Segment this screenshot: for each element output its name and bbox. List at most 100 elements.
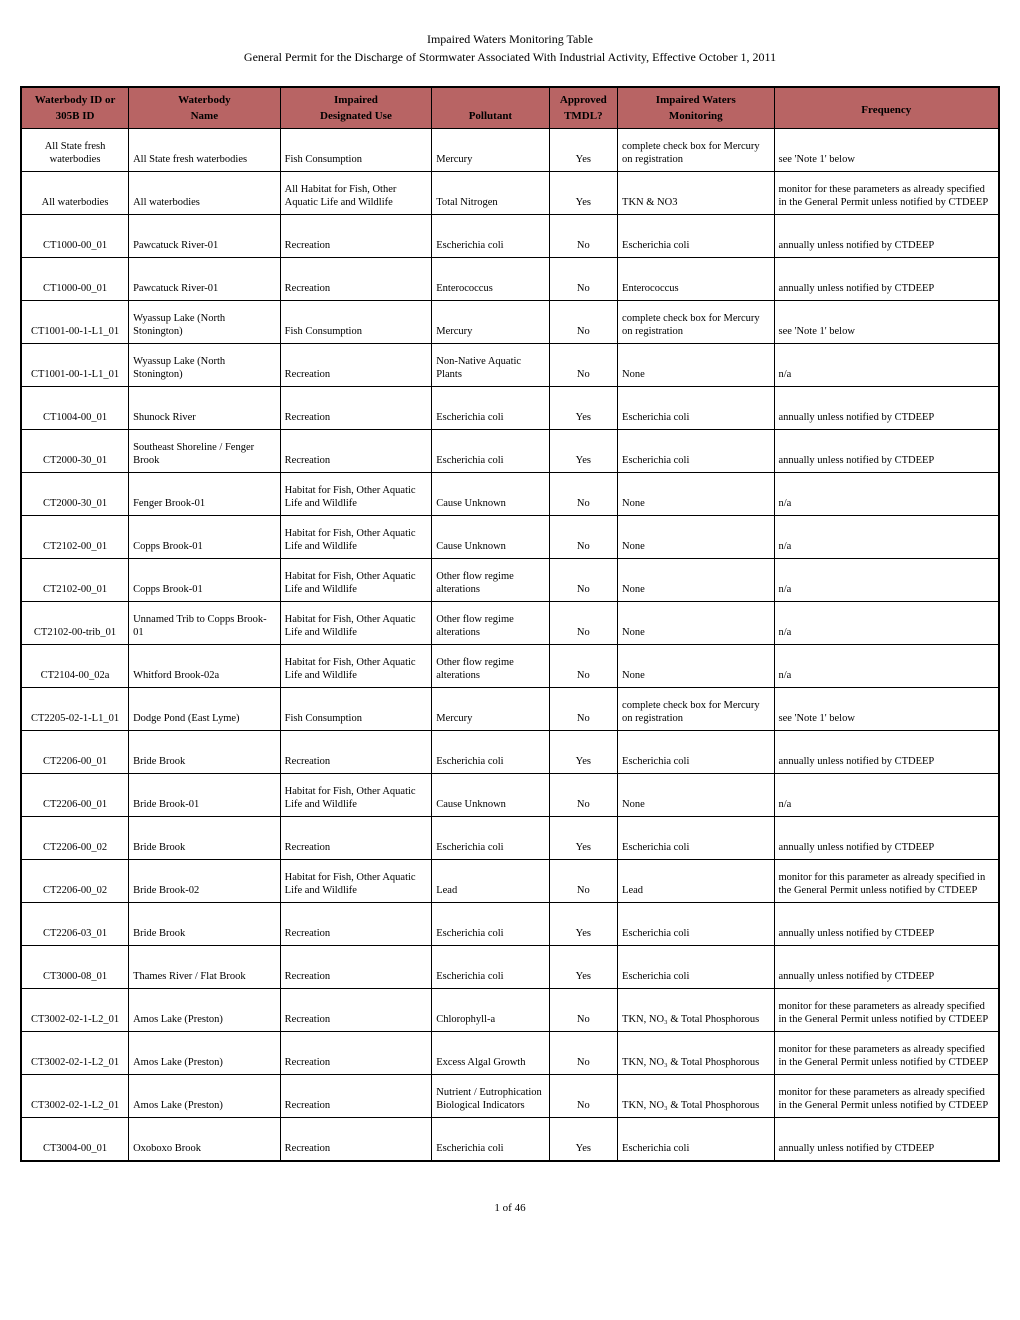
cell: None bbox=[618, 516, 774, 559]
hdr-name-2: Name bbox=[129, 108, 281, 129]
cell: CT2102-00-trib_01 bbox=[21, 602, 129, 645]
waters-table: Waterbody ID or Waterbody Impaired Appro… bbox=[20, 86, 1000, 1162]
cell: No bbox=[549, 215, 617, 258]
cell: Fish Consumption bbox=[280, 688, 432, 731]
cell: Recreation bbox=[280, 817, 432, 860]
cell: Cause Unknown bbox=[432, 473, 549, 516]
cell: Cause Unknown bbox=[432, 516, 549, 559]
cell: All State fresh waterbodies bbox=[21, 129, 129, 172]
cell: Nutrient / Eutrophication Biological Ind… bbox=[432, 1075, 549, 1118]
cell: CT1001-00-1-L1_01 bbox=[21, 344, 129, 387]
cell: n/a bbox=[774, 516, 999, 559]
cell: Dodge Pond (East Lyme) bbox=[129, 688, 281, 731]
cell: Habitat for Fish, Other Aquatic Life and… bbox=[280, 559, 432, 602]
cell: CT1000-00_01 bbox=[21, 215, 129, 258]
cell: CT1001-00-1-L1_01 bbox=[21, 301, 129, 344]
cell: annually unless notified by CTDEEP bbox=[774, 430, 999, 473]
cell: CT2206-00_01 bbox=[21, 774, 129, 817]
cell: Pawcatuck River-01 bbox=[129, 258, 281, 301]
cell: Recreation bbox=[280, 215, 432, 258]
cell: CT3002-02-1-L2_01 bbox=[21, 1032, 129, 1075]
cell: see 'Note 1' below bbox=[774, 688, 999, 731]
cell: No bbox=[549, 516, 617, 559]
cell: Recreation bbox=[280, 731, 432, 774]
cell: Amos Lake (Preston) bbox=[129, 1032, 281, 1075]
cell: Recreation bbox=[280, 946, 432, 989]
cell: No bbox=[549, 473, 617, 516]
cell: Yes bbox=[549, 129, 617, 172]
table-row: CT2000-30_01Fenger Brook-01Habitat for F… bbox=[21, 473, 999, 516]
cell: annually unless notified by CTDEEP bbox=[774, 1118, 999, 1162]
table-row: CT3002-02-1-L2_01Amos Lake (Preston)Recr… bbox=[21, 1032, 999, 1075]
cell: Other flow regime alterations bbox=[432, 559, 549, 602]
hdr-approved-2: TMDL? bbox=[549, 108, 617, 129]
cell: CT2206-00_02 bbox=[21, 860, 129, 903]
table-row: CT3002-02-1-L2_01Amos Lake (Preston)Recr… bbox=[21, 989, 999, 1032]
cell: Habitat for Fish, Other Aquatic Life and… bbox=[280, 860, 432, 903]
cell: n/a bbox=[774, 774, 999, 817]
cell: Amos Lake (Preston) bbox=[129, 989, 281, 1032]
cell: CT3000-08_01 bbox=[21, 946, 129, 989]
hdr-monitoring-1: Impaired Waters bbox=[618, 87, 774, 108]
cell: Escherichia coli bbox=[432, 817, 549, 860]
table-row: CT2206-03_01Bride BrookRecreationEscheri… bbox=[21, 903, 999, 946]
table-row: CT2206-00_01Bride BrookRecreationEscheri… bbox=[21, 731, 999, 774]
cell: monitor for these parameters as already … bbox=[774, 172, 999, 215]
cell: Lead bbox=[618, 860, 774, 903]
cell: Yes bbox=[549, 817, 617, 860]
hdr-pollutant-1 bbox=[432, 87, 549, 108]
cell: CT2104-00_02a bbox=[21, 645, 129, 688]
cell: annually unless notified by CTDEEP bbox=[774, 817, 999, 860]
cell: Escherichia coli bbox=[618, 731, 774, 774]
cell: TKN & NO3 bbox=[618, 172, 774, 215]
table-row: CT1000-00_01Pawcatuck River-01Recreation… bbox=[21, 215, 999, 258]
cell: Lead bbox=[432, 860, 549, 903]
cell: annually unless notified by CTDEEP bbox=[774, 731, 999, 774]
cell: None bbox=[618, 774, 774, 817]
hdr-impaired-1: Impaired bbox=[280, 87, 432, 108]
title-block: Impaired Waters Monitoring Table General… bbox=[20, 30, 1000, 66]
cell: Escherichia coli bbox=[432, 946, 549, 989]
cell: No bbox=[549, 559, 617, 602]
cell: Yes bbox=[549, 172, 617, 215]
cell: No bbox=[549, 602, 617, 645]
table-row: CT2206-00_01Bride Brook-01Habitat for Fi… bbox=[21, 774, 999, 817]
hdr-pollutant-2: Pollutant bbox=[432, 108, 549, 129]
cell: Escherichia coli bbox=[618, 817, 774, 860]
cell: Recreation bbox=[280, 989, 432, 1032]
cell: CT1000-00_01 bbox=[21, 258, 129, 301]
table-row: CT1000-00_01Pawcatuck River-01Recreation… bbox=[21, 258, 999, 301]
cell: Bride Brook-02 bbox=[129, 860, 281, 903]
table-row: CT2206-00_02Bride Brook-02Habitat for Fi… bbox=[21, 860, 999, 903]
cell: Escherichia coli bbox=[432, 387, 549, 430]
cell: Southeast Shoreline / Fenger Brook bbox=[129, 430, 281, 473]
hdr-monitoring-2: Monitoring bbox=[618, 108, 774, 129]
cell: CT3002-02-1-L2_01 bbox=[21, 1075, 129, 1118]
cell: All Habitat for Fish, Other Aquatic Life… bbox=[280, 172, 432, 215]
cell: No bbox=[549, 1075, 617, 1118]
cell: Other flow regime alterations bbox=[432, 602, 549, 645]
page-footer: 1 of 46 bbox=[20, 1202, 1000, 1214]
cell: Escherichia coli bbox=[618, 430, 774, 473]
cell: Other flow regime alterations bbox=[432, 645, 549, 688]
table-row: CT2104-00_02aWhitford Brook-02aHabitat f… bbox=[21, 645, 999, 688]
table-row: All State fresh waterbodiesAll State fre… bbox=[21, 129, 999, 172]
cell: Escherichia coli bbox=[618, 1118, 774, 1162]
cell: complete check box for Mercury on regist… bbox=[618, 688, 774, 731]
table-row: CT1004-00_01Shunock RiverRecreationEsche… bbox=[21, 387, 999, 430]
cell: n/a bbox=[774, 559, 999, 602]
cell: Recreation bbox=[280, 903, 432, 946]
cell: Recreation bbox=[280, 258, 432, 301]
cell: monitor for these parameters as already … bbox=[774, 1032, 999, 1075]
cell: CT3002-02-1-L2_01 bbox=[21, 989, 129, 1032]
cell: n/a bbox=[774, 473, 999, 516]
table-row: CT1001-00-1-L1_01Wyassup Lake (North Sto… bbox=[21, 301, 999, 344]
cell: No bbox=[549, 344, 617, 387]
cell: Yes bbox=[549, 731, 617, 774]
cell: CT2000-30_01 bbox=[21, 473, 129, 516]
cell: complete check box for Mercury on regist… bbox=[618, 129, 774, 172]
cell: Bride Brook-01 bbox=[129, 774, 281, 817]
cell: CT2000-30_01 bbox=[21, 430, 129, 473]
cell: Mercury bbox=[432, 301, 549, 344]
table-row: All waterbodiesAll waterbodiesAll Habita… bbox=[21, 172, 999, 215]
